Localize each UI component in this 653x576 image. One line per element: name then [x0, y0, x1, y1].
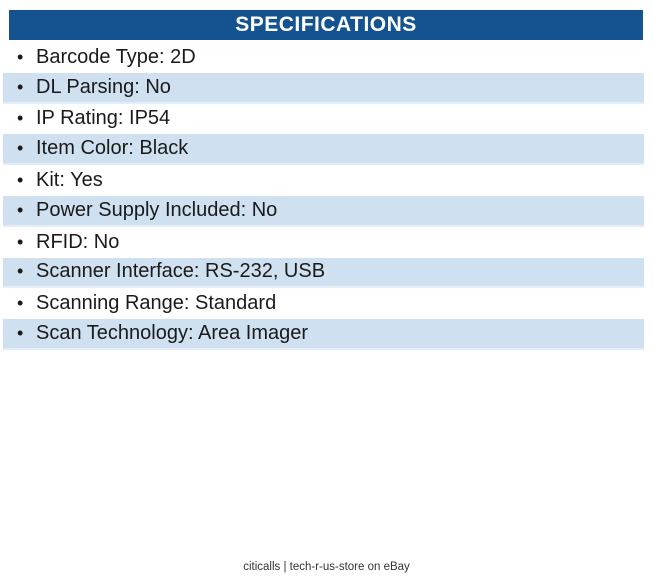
- spec-value: Black: [139, 137, 189, 160]
- spec-row-rfid: • RFID: No: [3, 227, 644, 258]
- spec-row-ip-rating: • IP Rating: IP54: [3, 104, 644, 135]
- bullet-icon: •: [17, 170, 24, 191]
- colon-separator: :: [159, 45, 171, 68]
- spec-row-dl-parsing: • DL Parsing: No: [3, 72, 644, 104]
- spec-label: IP Rating: [36, 107, 118, 130]
- bullet-icon: •: [17, 108, 24, 129]
- bullet-icon: •: [17, 76, 24, 97]
- spec-text: Power Supply Included: No: [36, 199, 277, 222]
- colon-separator: :: [183, 292, 196, 315]
- spec-row-power-supply: • Power Supply Included: No: [3, 195, 644, 227]
- bullet-icon: •: [17, 46, 24, 67]
- bullet-icon: •: [17, 293, 24, 314]
- spec-value: RS-232, USB: [205, 260, 326, 283]
- colon-separator: :: [117, 107, 130, 130]
- bullet-icon: •: [17, 199, 24, 220]
- spec-label: Power Supply Included: [36, 198, 241, 221]
- specifications-list: • Barcode Type: 2D • DL Parsing: No • IP…: [3, 42, 644, 350]
- spec-row-item-color: • Item Color: Black: [3, 134, 644, 166]
- colon-separator: :: [187, 322, 198, 345]
- spec-text: Kit: Yes: [36, 169, 103, 192]
- bullet-icon: •: [17, 261, 24, 282]
- spec-value: Yes: [70, 169, 103, 192]
- spec-label: RFID: [36, 230, 83, 253]
- spec-row-scanner-interface: • Scanner Interface: RS-232, USB: [3, 257, 644, 289]
- seller-footer-text: citicalls | tech-r-us-store on eBay: [243, 561, 410, 573]
- spec-text: DL Parsing: No: [36, 76, 171, 99]
- spec-row-kit: • Kit: Yes: [3, 165, 644, 196]
- spec-row-scan-technology: • Scan Technology: Area Imager: [3, 319, 644, 350]
- spec-value: Standard: [195, 292, 277, 315]
- spec-text: Scanning Range: Standard: [36, 292, 276, 315]
- spec-label: Scan Technology: [36, 322, 188, 345]
- spec-value: No: [145, 75, 171, 98]
- spec-label: Scanner Interface: [36, 260, 194, 283]
- spec-value: No: [93, 230, 120, 253]
- spec-value: 2D: [170, 45, 196, 68]
- seller-footer: citicalls | tech-r-us-store on eBay: [0, 561, 653, 573]
- spec-label: DL Parsing: [36, 75, 135, 98]
- bullet-icon: •: [17, 231, 24, 252]
- spec-row-scanning-range: • Scanning Range: Standard: [3, 288, 644, 319]
- specifications-header: SPECIFICATIONS: [9, 10, 643, 40]
- spec-label: Barcode Type: [36, 45, 160, 68]
- spec-label: Scanning Range: [36, 292, 184, 315]
- spec-value: Area Imager: [197, 322, 309, 345]
- bullet-icon: •: [17, 138, 24, 159]
- spec-text: Barcode Type: 2D: [36, 46, 196, 69]
- spec-value: IP54: [129, 107, 171, 130]
- colon-separator: :: [193, 260, 205, 283]
- spec-label: Kit: [36, 169, 60, 192]
- colon-separator: :: [240, 198, 252, 221]
- colon-separator: :: [134, 75, 146, 98]
- spec-text: Scan Technology: Area Imager: [36, 322, 308, 345]
- spec-text: RFID: No: [36, 231, 119, 254]
- spec-label: Item Color: [36, 137, 129, 160]
- spec-value: No: [251, 198, 278, 221]
- spec-text: Item Color: Black: [36, 137, 188, 160]
- specifications-title: SPECIFICATIONS: [235, 13, 417, 36]
- colon-separator: :: [82, 230, 94, 253]
- bullet-icon: •: [17, 323, 24, 344]
- spec-text: IP Rating: IP54: [36, 107, 170, 130]
- colon-separator: :: [128, 137, 140, 160]
- colon-separator: :: [59, 169, 71, 192]
- spec-row-barcode-type: • Barcode Type: 2D: [3, 42, 644, 73]
- spec-text: Scanner Interface: RS-232, USB: [36, 260, 325, 283]
